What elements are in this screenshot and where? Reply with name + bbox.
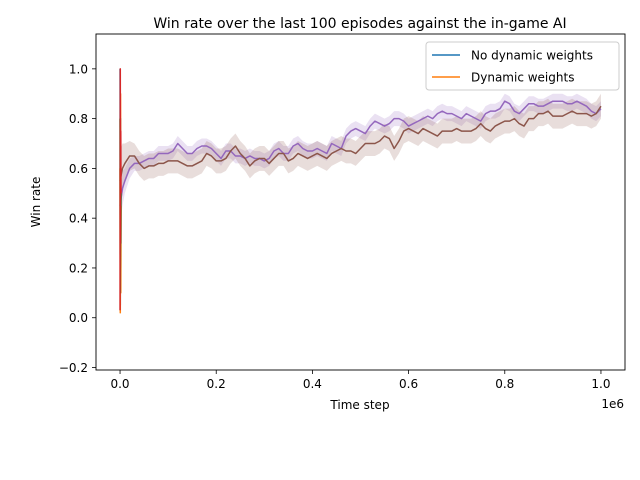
x-tick-label: 0.4 <box>303 377 322 391</box>
series-lines <box>119 68 602 314</box>
y-tick-label: 0.6 <box>69 162 88 176</box>
series-0-band <box>120 93 601 229</box>
y-axis-label: Win rate <box>29 177 43 228</box>
y-tick-label: 0.2 <box>69 261 88 275</box>
series-5-line <box>119 68 122 311</box>
legend-box <box>425 41 620 91</box>
x-tick-label: 1.0 <box>591 377 610 391</box>
legend-label-no-dynamic-weights: No dynamic weights <box>471 49 593 63</box>
x-axis-label: Time step <box>329 398 389 412</box>
x-tick-label: 0.0 <box>110 377 129 391</box>
x-axis-offset-label: 1e6 <box>601 397 624 411</box>
x-tick-label: 0.2 <box>207 377 226 391</box>
y-tick-label: 0.4 <box>69 212 88 226</box>
x-tick-label: 0.6 <box>399 377 418 391</box>
legend: No dynamic weights Dynamic weights <box>425 41 620 91</box>
series-0-line <box>119 100 602 206</box>
chart-title: Win rate over the last 100 episodes agai… <box>153 16 566 32</box>
y-tick-label: −0.2 <box>59 361 88 375</box>
y-tick-label: 0.8 <box>69 112 88 126</box>
x-tick-label: 0.8 <box>495 377 514 391</box>
legend-label-dynamic-weights: Dynamic weights <box>471 71 574 85</box>
series-1-line <box>119 105 602 181</box>
y-tick-label: 0.0 <box>69 311 88 325</box>
y-tick-label: 1.0 <box>69 62 88 76</box>
plot-area-frame <box>95 33 626 371</box>
y-axis-ticks: −0.2 0.0 0.2 0.4 0.6 0.8 1.0 <box>59 62 96 375</box>
x-axis-ticks: 0.0 0.2 0.4 0.6 0.8 1.0 <box>110 370 611 391</box>
